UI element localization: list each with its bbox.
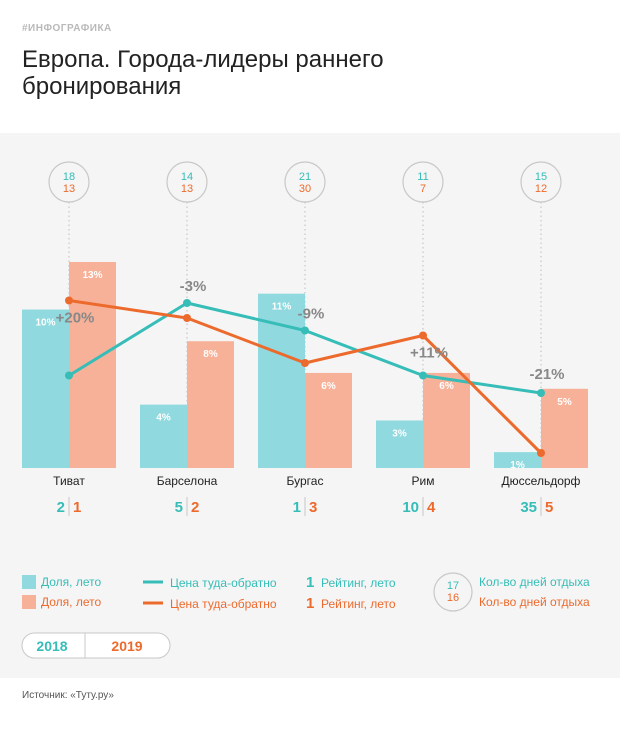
legend-share-2019-swatch xyxy=(22,595,36,609)
price-point-2019 xyxy=(301,359,309,367)
rating-2018: 10 xyxy=(402,499,419,516)
toggle-2019-button[interactable]: 2019 xyxy=(111,638,142,654)
price-change-label: -9% xyxy=(298,306,325,323)
source-note: Источник: «Туту.ру» xyxy=(22,690,114,701)
price-point-2018 xyxy=(537,389,545,397)
bar-2018-label: 11% xyxy=(272,302,292,313)
legend-days-2018: Кол-во дней отдыха xyxy=(479,575,590,589)
legend-price-2018: Цена туда-обратно xyxy=(170,576,277,590)
category-label: Тиват xyxy=(53,474,85,488)
bar-2018 xyxy=(494,452,541,468)
days-2019-label: 12 xyxy=(535,183,547,195)
bar-2018 xyxy=(22,309,69,468)
rating-2018: 1 xyxy=(293,499,301,516)
price-change-label: +20% xyxy=(56,310,95,327)
legend-rating-2019: Рейтинг, лето xyxy=(321,597,396,611)
price-point-2019 xyxy=(183,314,191,322)
bar-2019-label: 5% xyxy=(557,397,572,408)
rating-2018: 2 xyxy=(57,499,65,516)
toggle-2019-label: 2019 xyxy=(111,638,142,654)
category-label: Рим xyxy=(412,474,435,488)
category-label: Бургас xyxy=(287,474,324,488)
legend: Доля, лето Доля, лето Цена туда-обратно … xyxy=(22,572,590,612)
legend-rating-2018-num: 1 xyxy=(306,574,314,591)
toggle-2018-label: 2018 xyxy=(36,638,67,654)
price-point-2018 xyxy=(183,299,191,307)
legend-days-2019: Кол-во дней отдыха xyxy=(479,595,590,609)
bar-2018 xyxy=(376,420,423,468)
days-circle xyxy=(520,161,562,203)
price-change-label: -21% xyxy=(529,366,564,383)
bar-2018-label: 3% xyxy=(392,428,407,439)
days-2019-label: 30 xyxy=(299,183,311,195)
price-change-label: -3% xyxy=(180,278,207,295)
category-label: Барселона xyxy=(157,474,218,488)
days-circle xyxy=(166,161,208,203)
infographic-tag: #ИНФОГРАФИКА xyxy=(22,23,112,34)
rating-2019: 5 xyxy=(545,499,553,516)
price-point-2018 xyxy=(301,326,309,335)
bar-2018-label: 1% xyxy=(510,460,525,471)
bar-2018-label: 4% xyxy=(156,413,171,424)
days-2019-label: 13 xyxy=(63,183,75,195)
days-circle xyxy=(284,161,326,203)
year-toggle: 2018 2019 xyxy=(21,632,171,659)
days-circle xyxy=(402,161,444,203)
legend-price-2019: Цена туда-обратно xyxy=(170,597,277,611)
bar-2019-label: 6% xyxy=(439,381,454,392)
rating-2018: 35 xyxy=(520,499,537,516)
bar-2019-label: 13% xyxy=(82,270,102,281)
rating-2019: 4 xyxy=(427,499,436,516)
bar-2019-label: 6% xyxy=(321,381,336,392)
days-2019-label: 7 xyxy=(420,183,426,195)
days-circle xyxy=(48,161,90,203)
price-point-2019 xyxy=(419,331,427,340)
category-label: Дюссельдорф xyxy=(502,474,581,488)
legend-days-circle xyxy=(433,572,473,612)
days-2018-label: 21 xyxy=(299,171,311,183)
bar-2019 xyxy=(423,372,470,468)
legend-share-2018: Доля, лето xyxy=(41,575,101,589)
price-point-2019 xyxy=(65,296,73,305)
toggle-2018-button[interactable]: 2018 xyxy=(36,638,67,654)
days-2018-label: 14 xyxy=(181,171,193,183)
year-toggle-frame xyxy=(21,632,171,659)
price-point-2018 xyxy=(65,371,73,380)
legend-rating-2018: Рейтинг, лето xyxy=(321,576,396,590)
bar-2019 xyxy=(69,262,116,468)
chart-panel: 18 13 14 13 21 30 11 7 15 12 10% 13% 4% 8% 11% 6% 3% 6% 1… xyxy=(0,133,620,678)
price-change-label: +11% xyxy=(410,345,448,362)
rating-2019: 3 xyxy=(309,499,317,516)
rating-2019: 1 xyxy=(73,499,81,516)
rating-2018: 5 xyxy=(175,499,183,516)
legend-rating-2019-num: 1 xyxy=(306,595,314,612)
rating-2019: 2 xyxy=(191,499,199,516)
bar-2018-label: 10% xyxy=(35,318,55,329)
days-2019-label: 13 xyxy=(181,183,193,195)
price-point-2019 xyxy=(537,449,545,457)
days-2018-label: 15 xyxy=(535,171,547,183)
days-2018-label: 18 xyxy=(63,171,75,183)
legend-share-2019: Доля, лето xyxy=(41,595,101,609)
price-point-2018 xyxy=(419,371,427,380)
legend-days-circle-2018: 17 xyxy=(447,580,459,592)
bar-2019 xyxy=(187,341,234,468)
bar-2019 xyxy=(541,388,588,468)
bar-2019 xyxy=(305,372,352,468)
legend-share-2018-swatch xyxy=(22,575,36,589)
bar-2018 xyxy=(140,404,187,468)
days-2018-label: 11 xyxy=(417,171,428,183)
legend-days-circle-2019: 16 xyxy=(447,592,459,604)
page-title: Европа. Города-лидеры раннего бронирован… xyxy=(22,46,384,100)
bar-2019-label: 8% xyxy=(203,349,218,360)
